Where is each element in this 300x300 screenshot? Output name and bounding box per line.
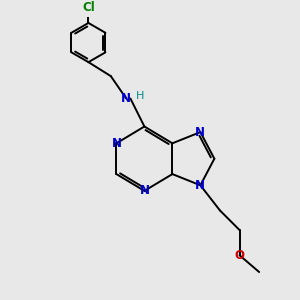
Text: N: N: [140, 184, 149, 197]
Text: H: H: [136, 91, 144, 101]
Text: N: N: [195, 126, 206, 139]
Text: N: N: [121, 92, 131, 105]
Text: Cl: Cl: [82, 1, 95, 14]
Text: N: N: [111, 137, 122, 150]
Text: N: N: [195, 179, 206, 192]
Text: O: O: [235, 249, 244, 262]
